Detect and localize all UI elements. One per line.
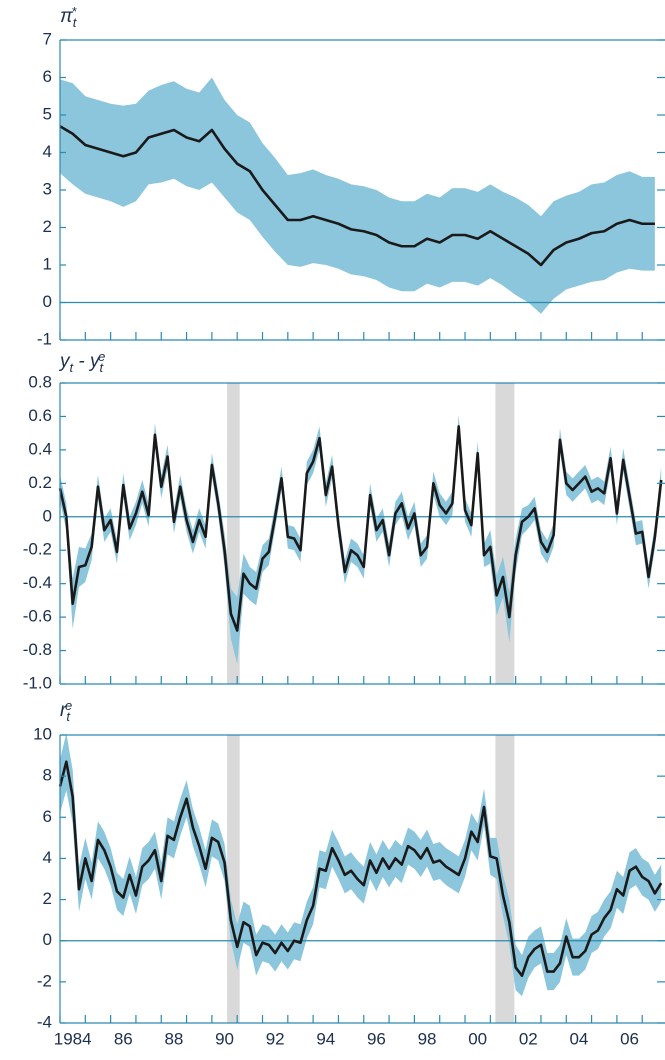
y-tick-label: 7 — [43, 29, 52, 48]
y-tick-label: -0.4 — [23, 573, 52, 592]
y-tick-label: 0 — [43, 506, 52, 525]
title-part: π — [60, 6, 74, 27]
confidence-band — [60, 732, 662, 997]
series-line — [58, 760, 663, 977]
y-tick-label: -0.2 — [23, 540, 52, 559]
title-part: y — [58, 351, 71, 372]
panel-title: rte — [60, 698, 72, 723]
y-tick-label: 2 — [43, 217, 52, 236]
panel-title: yt - yte — [58, 349, 105, 374]
y-tick-label: -0.6 — [23, 607, 52, 626]
confidence-band — [60, 77, 655, 314]
x-tick-label: 90 — [215, 1029, 234, 1048]
y-tick-label: 1 — [43, 254, 52, 273]
panel-title: πt* — [60, 4, 78, 29]
y-tick-label: 6 — [43, 807, 52, 826]
title-part: t — [100, 360, 105, 375]
title-part: t — [73, 15, 78, 30]
title-part: r — [60, 700, 67, 721]
y-tick-label: 0 — [43, 930, 52, 949]
series-line — [58, 425, 663, 632]
title-part: t — [70, 360, 75, 375]
y-tick-label: -1 — [37, 329, 52, 348]
x-tick-label: 88 — [164, 1029, 183, 1048]
y-tick-label: 4 — [43, 848, 52, 867]
y-tick-label: -2 — [37, 971, 52, 990]
recession-shade — [227, 735, 240, 1023]
y-tick-label: -4 — [37, 1012, 52, 1031]
y-tick-label: 0.4 — [28, 439, 52, 458]
y-tick-label: 5 — [43, 104, 52, 123]
y-tick-label: 0.2 — [28, 473, 52, 492]
x-tick-label: 00 — [468, 1029, 487, 1048]
title-part: e — [98, 349, 105, 364]
y-tick-label: 6 — [43, 67, 52, 86]
x-tick-label: 06 — [620, 1029, 639, 1048]
title-part: e — [65, 698, 72, 713]
series-line — [59, 125, 655, 267]
y-tick-label: 4 — [43, 142, 52, 161]
y-tick-label: -0.8 — [23, 640, 52, 659]
y-tick-label: 0 — [43, 292, 52, 311]
recession-shade — [495, 383, 515, 684]
y-tick-label: 0.8 — [28, 372, 52, 391]
x-tick-label: 94 — [316, 1029, 335, 1048]
title-part: * — [71, 4, 77, 19]
x-tick-label: 02 — [519, 1029, 538, 1048]
y-tick-label: 3 — [43, 179, 52, 198]
y-tick-label: 2 — [43, 889, 52, 908]
title-part: t — [66, 709, 71, 724]
recession-shade — [495, 735, 515, 1023]
y-tick-label: -1.0 — [23, 673, 52, 692]
y-tick-label: 0.6 — [28, 406, 52, 425]
x-tick-label: 1984 — [54, 1029, 92, 1048]
x-tick-label: 92 — [266, 1029, 285, 1048]
x-tick-label: 98 — [418, 1029, 437, 1048]
y-tick-label: 10 — [33, 724, 52, 743]
x-tick-label: 96 — [367, 1029, 386, 1048]
title-part: - y — [73, 351, 101, 372]
x-tick-label: 04 — [569, 1029, 588, 1048]
confidence-band — [60, 414, 662, 664]
y-tick-label: 8 — [43, 766, 52, 785]
x-tick-label: 86 — [114, 1029, 133, 1048]
